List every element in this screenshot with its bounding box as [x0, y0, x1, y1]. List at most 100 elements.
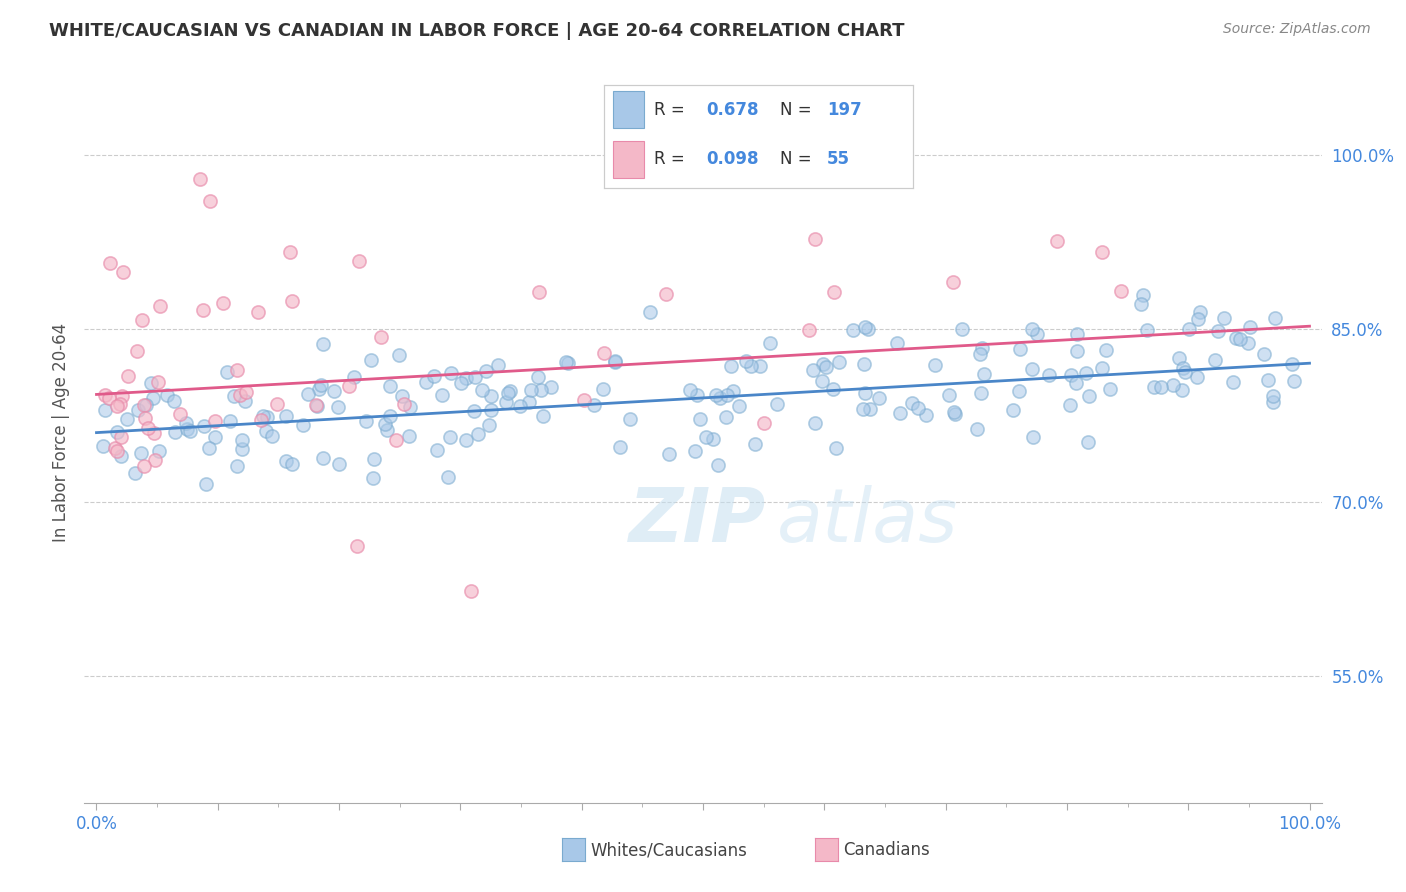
Point: [354, 414, 377, 428]
Point: [886, 335, 908, 350]
Point: [105, 443, 128, 458]
Point: [249, 413, 271, 427]
Point: [198, 194, 221, 208]
Point: [686, 388, 709, 402]
Point: [349, 253, 371, 268]
Point: [378, 409, 401, 423]
Point: [1264, 311, 1286, 326]
Point: [312, 451, 335, 466]
Point: [527, 285, 550, 300]
Point: [217, 365, 239, 379]
Point: [603, 355, 626, 369]
Point: [388, 348, 411, 362]
Point: [509, 399, 531, 413]
Point: [901, 396, 924, 410]
Text: Whites/Caucasians: Whites/Caucasians: [591, 841, 748, 859]
Point: [148, 376, 170, 390]
Point: [346, 539, 368, 553]
Point: [526, 369, 548, 384]
Point: [398, 429, 420, 443]
Point: [309, 378, 332, 392]
Point: [110, 449, 132, 463]
Point: [658, 447, 681, 461]
Text: Source: ZipAtlas.com: Source: ZipAtlas.com: [1223, 22, 1371, 37]
Point: [256, 410, 278, 425]
Point: [950, 322, 973, 336]
Point: [1281, 357, 1303, 371]
Point: [143, 426, 166, 441]
Point: [125, 343, 148, 358]
Point: [1098, 382, 1121, 396]
Point: [131, 313, 153, 327]
Point: [91, 439, 114, 453]
Point: [1091, 245, 1114, 260]
Point: [823, 285, 845, 299]
Point: [619, 411, 641, 425]
Point: [1038, 368, 1060, 382]
Point: [278, 244, 301, 259]
Point: [1129, 297, 1152, 311]
Point: [479, 389, 502, 403]
Point: [467, 427, 489, 442]
Point: [638, 305, 661, 319]
Point: [323, 384, 346, 398]
Point: [136, 421, 159, 435]
Point: [1046, 234, 1069, 248]
Point: [1091, 360, 1114, 375]
Point: [574, 392, 596, 407]
Point: [226, 363, 249, 377]
Point: [825, 441, 848, 455]
Point: [374, 417, 396, 431]
Point: [1206, 324, 1229, 338]
Point: [889, 406, 911, 420]
Point: [312, 336, 335, 351]
Point: [385, 433, 408, 447]
Point: [211, 296, 233, 310]
Point: [704, 388, 727, 402]
Point: [104, 441, 127, 455]
Point: [193, 303, 215, 318]
Point: [1161, 378, 1184, 392]
Point: [176, 417, 198, 431]
Point: [1001, 403, 1024, 417]
Point: [204, 414, 226, 428]
Point: [378, 378, 401, 392]
Point: [233, 394, 256, 409]
Point: [517, 395, 540, 409]
Point: [188, 172, 211, 186]
Point: [942, 405, 965, 419]
Point: [297, 387, 319, 401]
Point: [98, 256, 121, 270]
Point: [1257, 373, 1279, 387]
Point: [603, 354, 626, 368]
Point: [108, 397, 131, 411]
Point: [1142, 380, 1164, 394]
Point: [117, 411, 139, 425]
Point: [437, 470, 460, 484]
Point: [343, 369, 366, 384]
Text: Canadians: Canadians: [844, 841, 931, 859]
Point: [1239, 320, 1261, 334]
Point: [810, 374, 832, 388]
Point: [1008, 384, 1031, 398]
Point: [744, 436, 766, 450]
Point: [1010, 342, 1032, 356]
Point: [499, 384, 522, 398]
Point: [1109, 284, 1132, 298]
Point: [1261, 389, 1284, 403]
Point: [803, 232, 825, 246]
Point: [1222, 375, 1244, 389]
Point: [195, 477, 218, 491]
Point: [1173, 361, 1195, 376]
Point: [454, 370, 477, 384]
Point: [554, 355, 576, 369]
Point: [828, 354, 851, 368]
Point: [1187, 312, 1209, 326]
Point: [219, 414, 242, 428]
Point: [973, 368, 995, 382]
Point: [127, 402, 149, 417]
Point: [1229, 331, 1251, 345]
Point: [799, 322, 821, 336]
Point: [363, 451, 385, 466]
Point: [1171, 383, 1194, 397]
